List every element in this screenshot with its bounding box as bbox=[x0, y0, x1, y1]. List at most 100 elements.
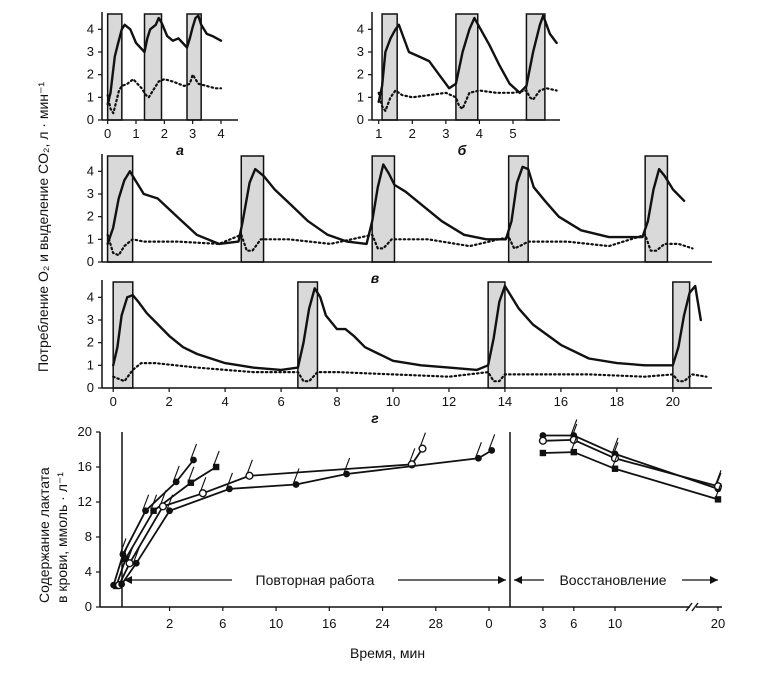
arrow-head bbox=[124, 576, 132, 584]
y-tick-label: 4 bbox=[357, 21, 364, 36]
panel-label: в bbox=[371, 270, 380, 286]
co2-series-line bbox=[377, 87, 558, 112]
marker-filled-circle bbox=[343, 470, 350, 478]
phase-label-recovery: Восстановление bbox=[559, 572, 666, 588]
x-tick-label: 0 bbox=[104, 126, 111, 141]
x-tick-label: 2 bbox=[161, 126, 168, 141]
y-tick-label: 4 bbox=[87, 163, 94, 178]
work-interval bbox=[371, 155, 396, 263]
x-tick-label: 12 bbox=[442, 394, 456, 409]
arrow-head bbox=[498, 576, 506, 584]
marker-square bbox=[150, 507, 157, 514]
marker-open-circle bbox=[245, 471, 254, 480]
arrow-head bbox=[710, 576, 718, 584]
y-tick-label: 3 bbox=[357, 44, 364, 59]
x-tick-label: 2 bbox=[166, 394, 173, 409]
x-tick-label: 3 bbox=[539, 616, 546, 631]
y-tick-label: 16 bbox=[78, 459, 92, 474]
x-tick-label: 3 bbox=[189, 126, 196, 141]
o2-series-line bbox=[106, 14, 223, 106]
marker-filled-circle bbox=[190, 456, 197, 464]
marker-filled-circle bbox=[132, 559, 140, 567]
work-interval bbox=[186, 13, 202, 121]
o2-series-line bbox=[112, 284, 702, 372]
marker-open-circle bbox=[158, 502, 168, 511]
marker-filled-circle bbox=[226, 485, 233, 493]
y-tick-label: 3 bbox=[87, 44, 94, 59]
y-tick-label: 0 bbox=[85, 599, 92, 614]
y-tick-label: 0 bbox=[87, 254, 94, 269]
y-tick-label: 1 bbox=[87, 357, 94, 372]
marker-square bbox=[122, 555, 129, 563]
work-interval bbox=[297, 281, 319, 389]
y-axis-title-lactate-1: Содержание лактата bbox=[36, 467, 52, 603]
lactate-series-line bbox=[115, 466, 217, 587]
y-tick-label: 1 bbox=[357, 89, 364, 104]
marker-filled-circle bbox=[474, 454, 482, 462]
x-tick-label: 8 bbox=[333, 394, 340, 409]
o2-series-line bbox=[377, 14, 558, 104]
y-tick-label: 3 bbox=[87, 186, 94, 201]
lactate-series-line bbox=[542, 451, 719, 501]
o2-series-line bbox=[106, 163, 686, 246]
work-interval bbox=[487, 281, 506, 389]
arrow-head bbox=[514, 576, 522, 584]
y-axis-title-lactate-2: в крови, ммоль · л⁻¹ bbox=[54, 472, 70, 603]
co2-series-line bbox=[106, 73, 223, 115]
x-tick-label: 2 bbox=[166, 616, 173, 631]
x-tick-label: 20 bbox=[666, 394, 680, 409]
x-tick-label: 18 bbox=[610, 394, 624, 409]
x-tick-label: 2 bbox=[409, 126, 416, 141]
y-tick-label: 2 bbox=[87, 209, 94, 224]
axis-break bbox=[685, 602, 693, 612]
x-tick-label: 1 bbox=[375, 126, 382, 141]
co2-series-line bbox=[112, 362, 708, 383]
y-tick-label: 4 bbox=[87, 21, 94, 36]
co2-series-line bbox=[106, 233, 694, 257]
lactate-series-line bbox=[118, 448, 424, 586]
x-tick-label: 3 bbox=[442, 126, 449, 141]
marker-square bbox=[714, 496, 722, 503]
marker-filled-circle bbox=[172, 478, 180, 486]
x-tick-label: 0 bbox=[485, 616, 492, 631]
marker-open-circle bbox=[538, 436, 548, 445]
marker-filled-circle bbox=[118, 580, 126, 588]
marker-filled-circle bbox=[292, 481, 300, 488]
x-tick-label: 10 bbox=[386, 394, 400, 409]
marker-filled-circle bbox=[166, 507, 173, 515]
panel-label: а bbox=[176, 142, 184, 158]
x-tick-label: 16 bbox=[554, 394, 568, 409]
lactate-series-line bbox=[542, 438, 719, 488]
y-tick-label: 2 bbox=[87, 67, 94, 82]
work-interval bbox=[143, 13, 163, 121]
marker-filled-circle bbox=[142, 507, 149, 515]
y-tick-label: 0 bbox=[357, 112, 364, 127]
y-tick-label: 1 bbox=[87, 231, 94, 246]
x-tick-label: 28 bbox=[429, 616, 443, 631]
y-tick-label: 20 bbox=[78, 424, 92, 439]
axis-break bbox=[691, 602, 699, 612]
x-tick-label: 4 bbox=[476, 126, 483, 141]
marker-square bbox=[539, 449, 547, 457]
x-tick-label: 1 bbox=[132, 126, 139, 141]
y-tick-label: 3 bbox=[87, 312, 94, 327]
panel-v-chart: 0 1 2 3 4 в bbox=[87, 154, 712, 286]
y-axis-title-gas: Потребление O₂ и выделение CO₂, л · мин⁻… bbox=[35, 82, 51, 372]
x-tick-label: 4 bbox=[217, 126, 224, 141]
y-tick-label: 12 bbox=[78, 494, 92, 509]
x-tick-label: 16 bbox=[322, 616, 336, 631]
marker-open-circle bbox=[125, 559, 134, 568]
lactate-series-line bbox=[120, 449, 493, 585]
y-tick-label: 4 bbox=[85, 564, 92, 579]
x-tick-label: 6 bbox=[219, 616, 226, 631]
x-tick-label: 10 bbox=[608, 616, 622, 631]
marker-open-circle bbox=[418, 444, 427, 453]
marker-filled-circle bbox=[488, 446, 496, 454]
y-tick-label: 2 bbox=[87, 335, 94, 350]
marker-square bbox=[570, 448, 577, 456]
y-tick-label: 1 bbox=[87, 89, 94, 104]
x-tick-label: 10 bbox=[269, 616, 283, 631]
marker-open-circle bbox=[198, 489, 207, 498]
